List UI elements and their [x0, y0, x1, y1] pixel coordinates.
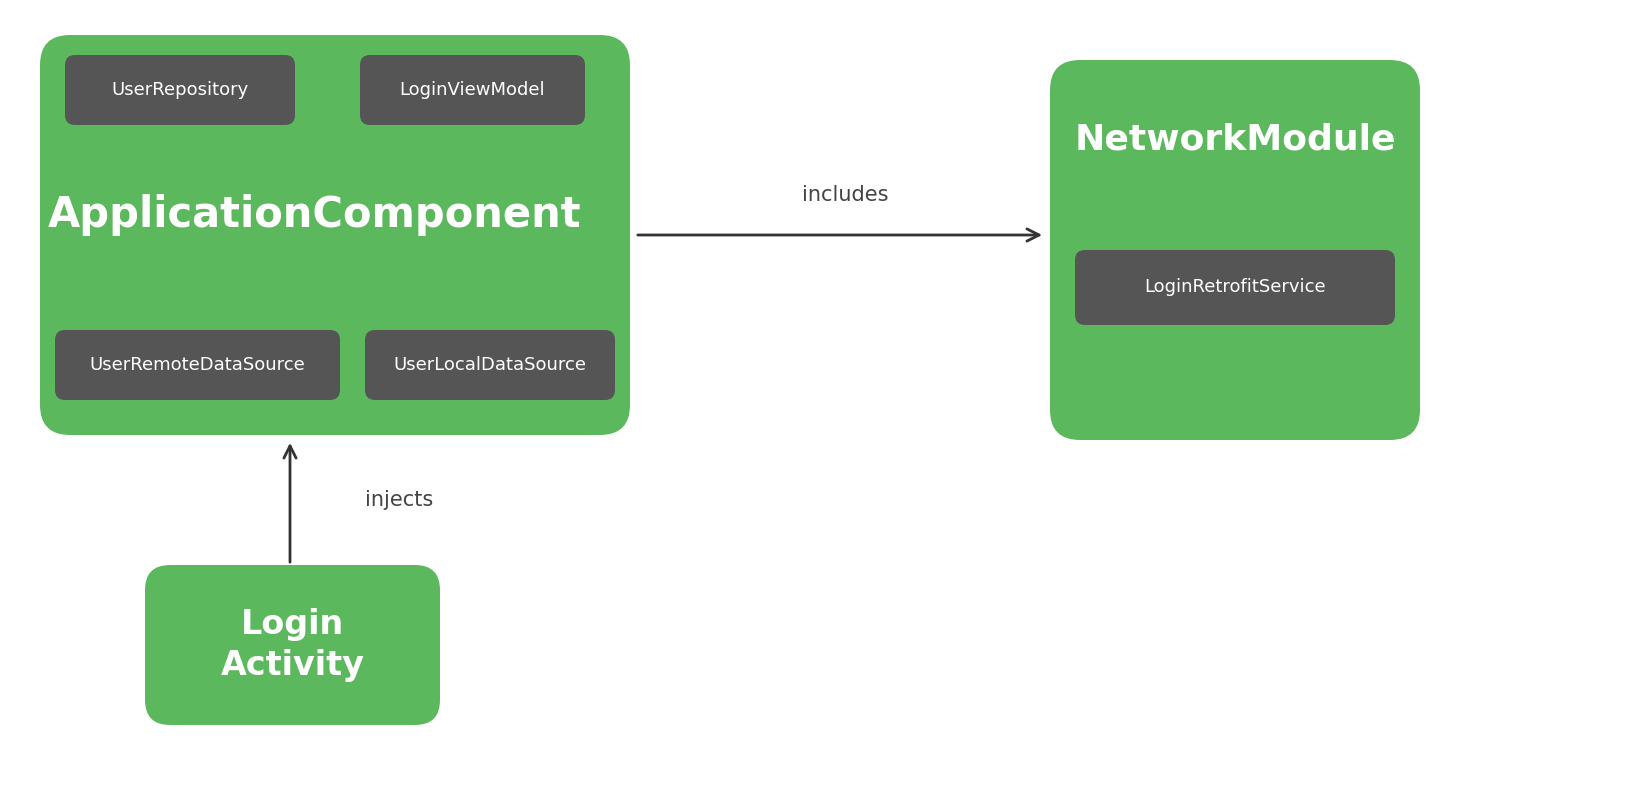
FancyBboxPatch shape [54, 330, 339, 400]
Text: ApplicationComponent: ApplicationComponent [48, 194, 581, 236]
Text: NetworkModule: NetworkModule [1074, 123, 1395, 157]
FancyBboxPatch shape [1051, 60, 1420, 440]
FancyBboxPatch shape [145, 565, 440, 725]
FancyBboxPatch shape [366, 330, 614, 400]
Text: LoginViewModel: LoginViewModel [400, 81, 545, 99]
FancyBboxPatch shape [361, 55, 585, 125]
Text: injects: injects [366, 490, 433, 510]
FancyBboxPatch shape [40, 35, 631, 435]
FancyBboxPatch shape [64, 55, 295, 125]
Text: UserRepository: UserRepository [112, 81, 249, 99]
Text: includes: includes [802, 185, 888, 205]
Text: LoginRetrofitService: LoginRetrofitService [1145, 279, 1326, 297]
FancyBboxPatch shape [1075, 250, 1395, 325]
Text: UserRemoteDataSource: UserRemoteDataSource [89, 356, 305, 374]
Text: Login
Activity: Login Activity [221, 608, 366, 682]
Text: UserLocalDataSource: UserLocalDataSource [394, 356, 586, 374]
